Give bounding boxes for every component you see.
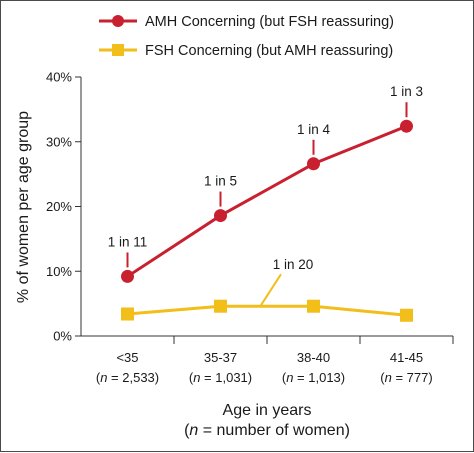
data-point-fsh bbox=[214, 299, 227, 313]
data-label-fsh: 1 in 20 bbox=[273, 257, 314, 272]
data-point-fsh bbox=[121, 307, 134, 321]
x-category-count: (n = 1,013) bbox=[282, 370, 345, 385]
legend-swatch-fsh-marker bbox=[112, 44, 124, 56]
y-tick-label: 10% bbox=[46, 264, 72, 279]
data-label-leader-fsh bbox=[260, 273, 282, 306]
x-axis-title-line1: Age in years bbox=[223, 402, 312, 419]
x-category-count: (n = 1,031) bbox=[189, 370, 252, 385]
data-label-amh: 1 in 4 bbox=[297, 122, 331, 137]
x-category-label: <35 bbox=[116, 350, 138, 365]
x-axis-title-line2: (n = number of women) bbox=[184, 422, 350, 439]
x-category-label: 38-40 bbox=[297, 350, 330, 365]
x-axis-title-open: ( bbox=[184, 422, 190, 439]
legend-swatch-amh-marker bbox=[112, 15, 124, 27]
series-layer bbox=[121, 119, 413, 322]
legend: AMH Concerning (but FSH reassuring) FSH … bbox=[99, 14, 394, 59]
data-label-amh: 1 in 5 bbox=[204, 174, 237, 189]
x-axis-title-italic: n bbox=[189, 422, 198, 439]
x-category-count: (n = 777) bbox=[380, 370, 432, 385]
data-point-amh bbox=[400, 119, 413, 133]
data-label-amh: 1 in 11 bbox=[108, 234, 148, 249]
x-category-label: 35-37 bbox=[204, 350, 237, 365]
x-ticks: <35 (n = 2,533) 35-37 (n = 1,031) 38-40 (n = … bbox=[96, 336, 454, 385]
x-category-count: (n = 2,533) bbox=[96, 370, 159, 385]
y-tick-label: 40% bbox=[46, 70, 72, 85]
series-line-fsh bbox=[127, 304, 407, 317]
y-ticks: 0% 10% 20% 30% 40% bbox=[46, 70, 81, 344]
y-tick-label: 0% bbox=[53, 329, 72, 344]
x-category-label: 41-45 bbox=[390, 350, 423, 365]
data-point-amh bbox=[307, 157, 320, 171]
data-labels: 1 in 11 1 in 5 1 in 4 1 in 3 1 in 20 bbox=[108, 84, 423, 306]
y-tick-label: 30% bbox=[46, 134, 72, 149]
legend-label-amh: AMH Concerning (but FSH reassuring) bbox=[145, 14, 394, 30]
y-axis-title: % of women per age group bbox=[15, 111, 32, 303]
y-tick-label: 20% bbox=[46, 199, 72, 214]
data-point-amh bbox=[121, 269, 134, 283]
data-point-fsh bbox=[400, 308, 413, 322]
data-point-fsh bbox=[307, 299, 320, 313]
x-axis-title-rest: = number of women) bbox=[198, 422, 350, 439]
data-label-amh: 1 in 3 bbox=[390, 84, 423, 99]
data-point-amh bbox=[214, 209, 227, 223]
series-line-amh bbox=[126, 124, 408, 278]
legend-label-fsh: FSH Concerning (but AMH reassuring) bbox=[145, 43, 393, 59]
